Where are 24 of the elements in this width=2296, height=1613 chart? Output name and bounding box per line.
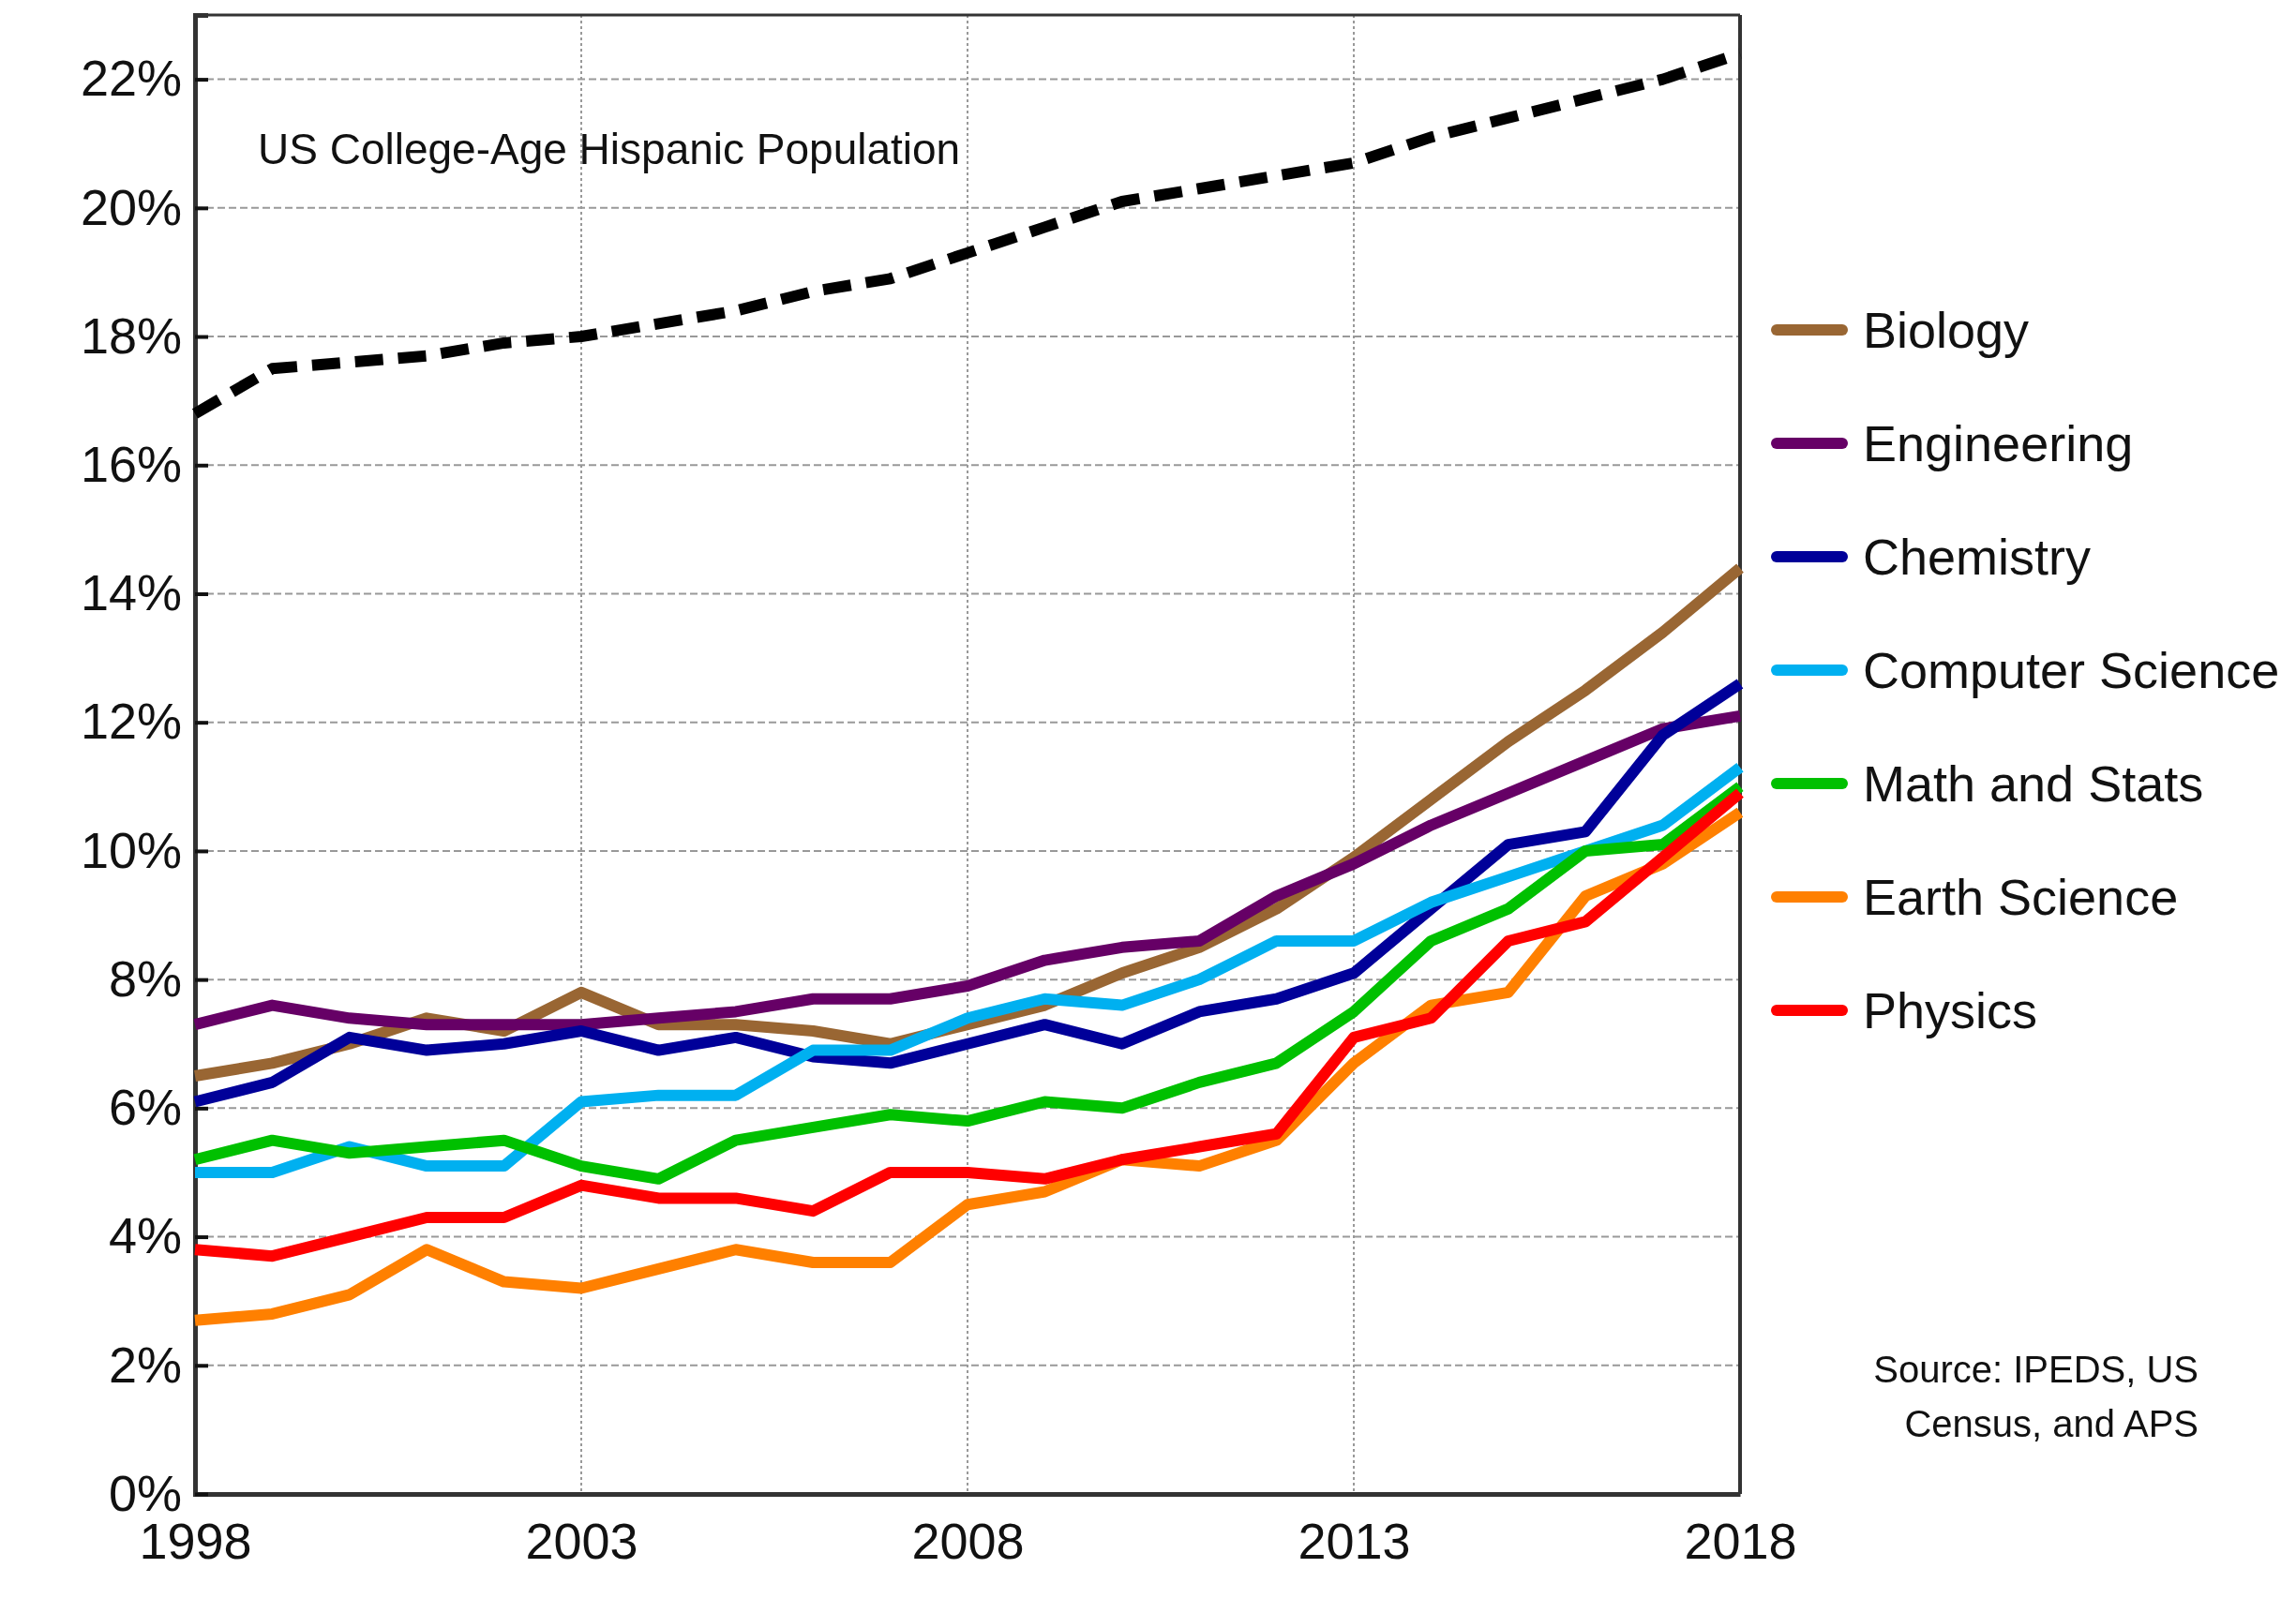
y-tick-label: 8%	[108, 949, 182, 1007]
legend-label: Chemistry	[1863, 528, 2092, 585]
x-tick-label: 2008	[911, 1512, 1025, 1569]
y-tick-label: 10%	[80, 821, 182, 878]
x-tick-label: 2003	[525, 1512, 638, 1569]
y-tick-label: 6%	[108, 1079, 182, 1136]
y-tick-label: 14%	[80, 564, 182, 621]
y-tick-label: 4%	[108, 1207, 182, 1264]
y-tick-label: 12%	[80, 693, 182, 750]
x-tick-label: 2013	[1298, 1512, 1411, 1569]
legend-label: Engineering	[1863, 414, 2134, 471]
y-tick-label: 20%	[80, 178, 182, 235]
legend-label: Earth Science	[1863, 868, 2179, 925]
legend-label: Computer Science	[1863, 641, 2280, 698]
legend-label: Math and Stats	[1863, 754, 2204, 812]
series-label: US College-Age Hispanic Population	[258, 125, 961, 173]
source-note: Source: IPEDS, US Census, and APS	[1873, 1349, 2198, 1444]
legend-label: Physics	[1863, 981, 2038, 1038]
y-tick-label: 2%	[108, 1336, 182, 1393]
legend-label: Biology	[1863, 301, 2030, 358]
y-tick-label: 22%	[80, 50, 182, 107]
x-tick-label: 2018	[1684, 1512, 1797, 1569]
y-tick-label: 16%	[80, 436, 182, 493]
y-tick-label: 18%	[80, 306, 182, 364]
